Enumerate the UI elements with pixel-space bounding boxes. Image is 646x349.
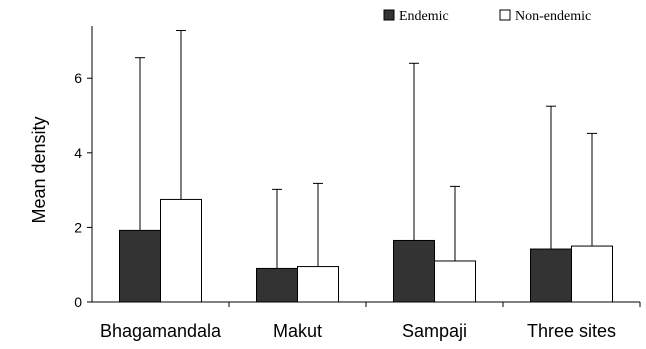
bar-non-endemic-bhagamandala <box>160 198 202 303</box>
bars <box>119 198 613 303</box>
legend-label-non-endemic: Non-endemic <box>515 9 591 24</box>
bar-endemic-bhagamandala <box>119 229 161 303</box>
legend-swatch-endemic <box>383 9 395 21</box>
y-tick-label: 6 <box>74 70 82 86</box>
x-tick-label: Bhagamandala <box>100 321 222 341</box>
legend-swatch-non-endemic <box>499 9 511 21</box>
bar-non-endemic-sampaji <box>434 260 476 303</box>
bar-endemic-makut <box>256 267 298 303</box>
bar-non-endemic-makut <box>297 266 339 303</box>
x-tick-label: Sampaji <box>402 321 467 341</box>
y-tick-label: 2 <box>74 219 82 235</box>
y-axis-label: Mean density <box>29 116 49 223</box>
x-tick-label: Makut <box>273 321 322 341</box>
y-tick-label: 4 <box>74 145 82 161</box>
bar-non-endemic-three-sites <box>571 245 613 303</box>
bar-endemic-sampaji <box>393 239 435 303</box>
legend: Endemic Non-endemic <box>383 9 591 24</box>
y-tick-label: 0 <box>74 294 82 310</box>
legend-label-endemic: Endemic <box>399 9 449 24</box>
y-ticks: 0 2 4 6 <box>74 70 92 310</box>
x-tick-label: Three sites <box>527 321 616 341</box>
bar-endemic-three-sites <box>530 248 572 303</box>
error-bars <box>135 29 597 269</box>
x-tick-labels: Bhagamandala Makut Sampaji Three sites <box>100 302 641 341</box>
